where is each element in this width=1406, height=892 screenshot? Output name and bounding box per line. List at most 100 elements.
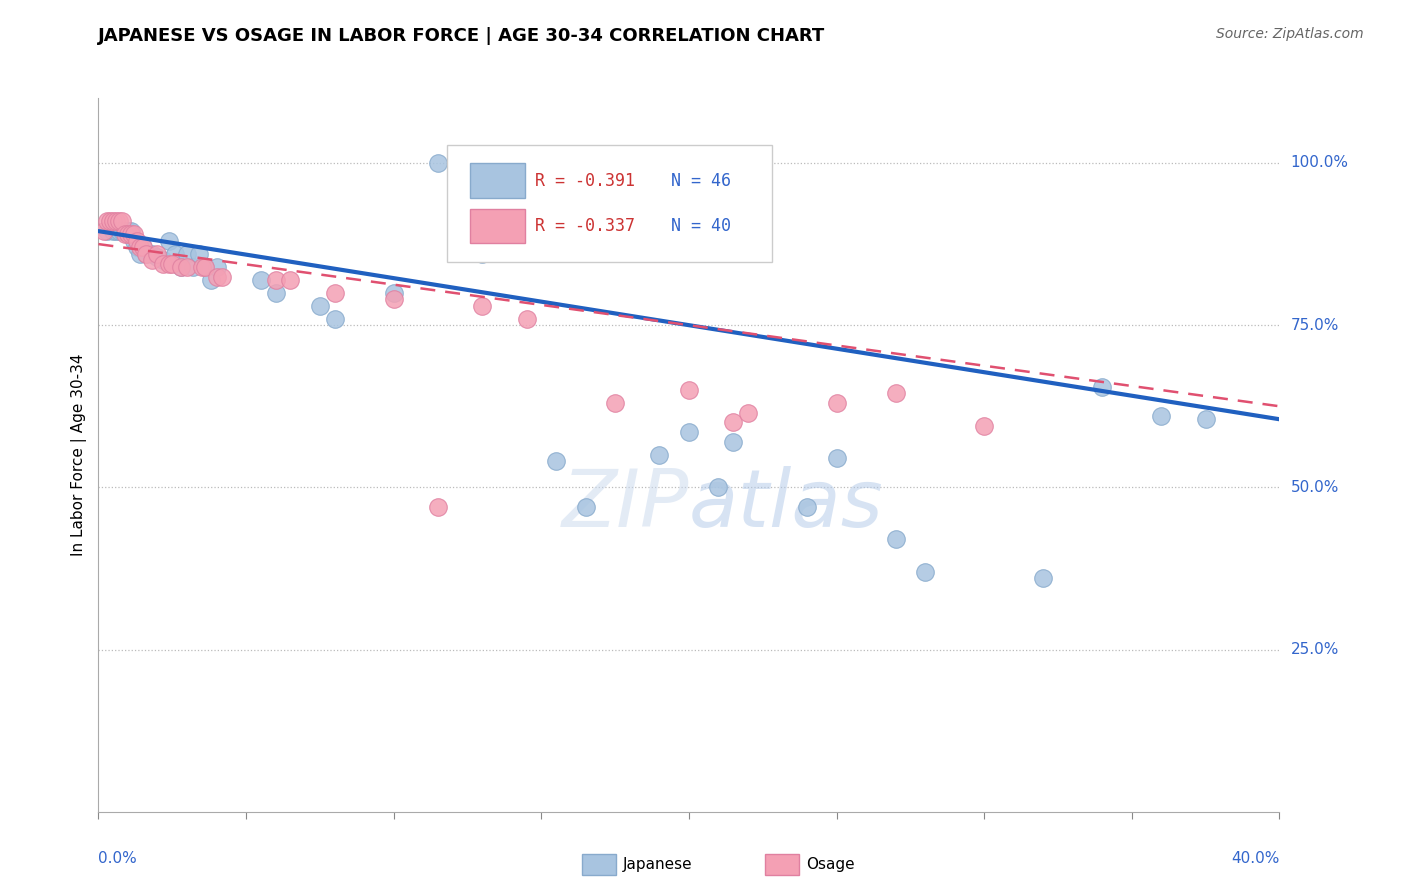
- Point: [678, 425, 700, 440]
- Point: [117, 224, 139, 238]
- Point: [111, 214, 134, 228]
- Point: [884, 386, 907, 401]
- Point: [574, 500, 596, 514]
- Point: [141, 253, 163, 268]
- Point: [128, 240, 150, 254]
- Text: N = 46: N = 46: [671, 171, 731, 190]
- Point: [471, 247, 494, 261]
- Point: [146, 250, 169, 264]
- Point: [721, 434, 744, 449]
- Point: [111, 224, 134, 238]
- Point: [132, 240, 155, 254]
- Point: [170, 260, 193, 274]
- Point: [152, 253, 174, 268]
- Point: [135, 247, 157, 261]
- Point: [122, 234, 145, 248]
- Point: [825, 396, 848, 410]
- Text: 25.0%: 25.0%: [1291, 642, 1339, 657]
- Point: [98, 214, 121, 228]
- Point: [162, 256, 183, 270]
- Point: [884, 533, 907, 547]
- FancyBboxPatch shape: [447, 145, 772, 262]
- Point: [678, 383, 700, 397]
- Point: [1150, 409, 1173, 423]
- Point: [165, 247, 187, 261]
- Point: [382, 292, 405, 306]
- Point: [96, 214, 118, 228]
- Point: [264, 273, 287, 287]
- Point: [707, 480, 730, 494]
- Text: 75.0%: 75.0%: [1291, 318, 1339, 333]
- Text: 40.0%: 40.0%: [1232, 851, 1279, 865]
- Text: 50.0%: 50.0%: [1291, 480, 1339, 495]
- Text: Osage: Osage: [806, 857, 855, 871]
- Point: [264, 285, 287, 300]
- Point: [323, 285, 346, 300]
- Point: [120, 224, 142, 238]
- Point: [544, 454, 567, 468]
- Point: [93, 224, 115, 238]
- Point: [648, 448, 671, 462]
- Text: 0.0%: 0.0%: [98, 851, 138, 865]
- Point: [132, 240, 155, 254]
- Point: [309, 299, 332, 313]
- Text: JAPANESE VS OSAGE IN LABOR FORCE | AGE 30-34 CORRELATION CHART: JAPANESE VS OSAGE IN LABOR FORCE | AGE 3…: [98, 27, 825, 45]
- Point: [170, 260, 193, 274]
- Point: [194, 260, 217, 274]
- Point: [105, 224, 128, 238]
- Point: [125, 240, 148, 254]
- Point: [108, 214, 131, 228]
- Point: [205, 269, 228, 284]
- Point: [122, 227, 145, 242]
- Point: [152, 256, 174, 270]
- Point: [471, 299, 494, 313]
- Point: [211, 269, 233, 284]
- Text: N = 40: N = 40: [671, 217, 731, 235]
- Text: Source: ZipAtlas.com: Source: ZipAtlas.com: [1216, 27, 1364, 41]
- Point: [181, 260, 204, 274]
- Point: [825, 451, 848, 466]
- Point: [108, 224, 131, 238]
- Point: [605, 396, 627, 410]
- Point: [737, 406, 759, 420]
- Point: [796, 500, 818, 514]
- FancyBboxPatch shape: [471, 163, 524, 198]
- Text: atlas: atlas: [689, 466, 884, 544]
- Point: [194, 260, 217, 274]
- Point: [191, 260, 214, 274]
- Point: [515, 311, 537, 326]
- Point: [973, 418, 995, 433]
- Text: Japanese: Japanese: [623, 857, 693, 871]
- Point: [125, 234, 148, 248]
- Point: [128, 247, 150, 261]
- Point: [176, 260, 198, 274]
- Point: [278, 273, 302, 287]
- Point: [427, 156, 450, 170]
- Point: [141, 247, 163, 261]
- Text: R = -0.337: R = -0.337: [536, 217, 636, 235]
- Point: [250, 273, 273, 287]
- Point: [105, 214, 128, 228]
- Point: [117, 227, 139, 242]
- Point: [382, 285, 405, 300]
- Point: [1032, 571, 1054, 585]
- Point: [1091, 380, 1114, 394]
- Point: [157, 256, 180, 270]
- Point: [135, 247, 157, 261]
- Text: 100.0%: 100.0%: [1291, 155, 1348, 170]
- Point: [205, 260, 228, 274]
- Point: [103, 224, 125, 238]
- Point: [146, 247, 169, 261]
- Point: [1195, 412, 1218, 426]
- Text: R = -0.391: R = -0.391: [536, 171, 636, 190]
- Point: [96, 224, 118, 238]
- Text: ZIP: ZIP: [561, 466, 689, 544]
- Y-axis label: In Labor Force | Age 30-34: In Labor Force | Age 30-34: [72, 353, 87, 557]
- Point: [103, 214, 125, 228]
- Point: [323, 311, 346, 326]
- Point: [427, 500, 450, 514]
- Point: [114, 227, 136, 242]
- Point: [176, 247, 198, 261]
- Point: [200, 273, 222, 287]
- Point: [914, 565, 936, 579]
